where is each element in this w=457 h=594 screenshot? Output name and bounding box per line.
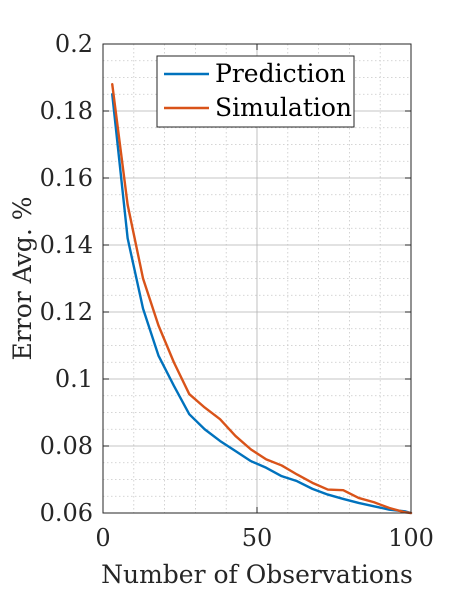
ticks <box>102 43 412 514</box>
x-tick-label: 100 <box>388 524 434 552</box>
legend-box <box>156 55 355 128</box>
y-tick-label: 0.16 <box>40 164 93 192</box>
series-line-simulation <box>111 82 413 515</box>
series-layer <box>111 82 413 515</box>
y-tick-label: 0.12 <box>40 298 93 326</box>
legend: Prediction Simulation <box>156 55 355 128</box>
y-tick-label: 0.2 <box>55 30 93 58</box>
y-tick-label: 0.1 <box>55 365 93 393</box>
y-tick-label: 0.06 <box>40 499 93 527</box>
y-axis-label: Error Avg. % <box>8 197 37 361</box>
legend-label-simulation: Simulation <box>215 93 352 122</box>
y-tick-label: 0.18 <box>40 97 93 125</box>
series-line-prediction <box>111 93 413 515</box>
y-tick-label: 0.08 <box>40 432 93 460</box>
x-tick-label: 0 <box>95 524 110 552</box>
legend-label-prediction: Prediction <box>215 59 346 88</box>
tick-labels: 0 50 100 0.06 0.08 0.1 0.12 0.14 0.16 0.18 0.2 <box>40 30 434 552</box>
x-axis-label: Number of Observations <box>101 560 413 589</box>
y-tick-label: 0.14 <box>40 231 93 259</box>
x-tick-label: 50 <box>242 524 273 552</box>
